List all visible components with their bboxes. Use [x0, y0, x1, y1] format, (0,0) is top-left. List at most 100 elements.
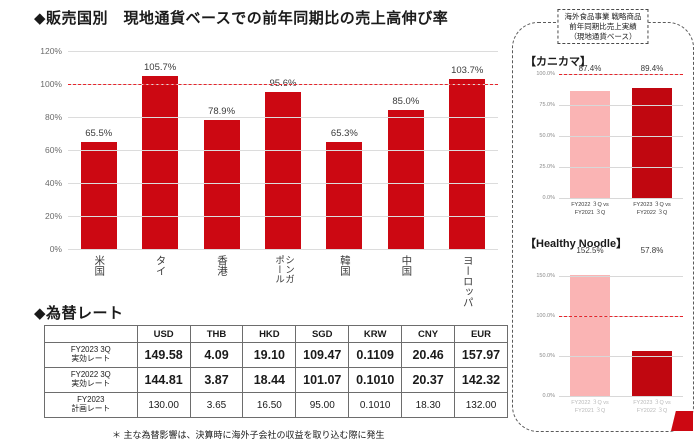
reference-line-100 — [559, 74, 683, 75]
y-axis-tick-label: 0% — [49, 244, 62, 254]
table-row: FY2022 3Q 実効レート 144.81 3.87 18.44 101.07 0.101… — [44, 367, 508, 393]
x-axis-label-text: ヨーロッパ — [461, 255, 474, 308]
y-axis-tick-label: 100.0% — [536, 71, 555, 77]
x-axis-label-text: 香港 — [216, 255, 229, 276]
x-axis-tick-label: ヨーロッパ — [461, 255, 474, 308]
x-axis-tick-label: 中国 — [400, 255, 413, 276]
noodle-bar-series: 152.5% FY2022 ３Q vs FY2021 ３Q 57.8% FY2023 ３… — [559, 246, 683, 414]
gridline: 60% — [45, 145, 498, 155]
column-header-thb: THB — [189, 325, 244, 343]
table-cell: 18.44 — [242, 367, 297, 393]
bar-column: 85.0% 中国 — [375, 52, 436, 276]
table-cell: 132.00 — [454, 392, 508, 418]
exchange-rate-table: USD THB HKD SGD KRW CNY EUR FY2023 3Q 実効レート 149.… — [44, 325, 508, 418]
bar: 65.5% — [80, 128, 117, 250]
y-axis-tick-label: 50.0% — [539, 133, 555, 139]
row-header: FY2023 計画レート — [44, 392, 138, 418]
bar-column: 152.5% FY2022 ３Q vs FY2021 ３Q — [559, 246, 621, 414]
gridline: 150.0% — [536, 273, 683, 279]
panel-title-line1: 海外食品事業 戦略商品 — [564, 12, 642, 21]
row-header: FY2023 3Q 実効レート — [44, 342, 138, 368]
column-header-krw: KRW — [348, 325, 403, 343]
column-header-eur: EUR — [454, 325, 508, 343]
y-axis-tick-label: 50.0% — [539, 353, 555, 359]
healthy-noodle-chart: 【Healthy Noodle】 152.5% FY2022 ３Q vs FY202… — [513, 235, 695, 431]
corner-accent-mark — [671, 411, 693, 431]
gridline: 50.0% — [539, 353, 683, 359]
y-axis-tick-label: 0.0% — [542, 393, 555, 399]
bar-value-label: 57.8% — [640, 246, 664, 255]
x-axis-label-text: FY2021 ３Q — [574, 407, 606, 414]
bar-column: 105.7% タイ — [129, 52, 190, 276]
table-cell: 149.58 — [136, 342, 191, 368]
x-axis-tick-label: ポール シンガ — [272, 255, 294, 284]
column-header-sgd: SGD — [295, 325, 350, 343]
left-column: ◆販売国別 現地通貨ベースでの前年同期比の売上高伸び率 65.5% 米国 105.7… — [22, 10, 508, 440]
gridline: 0.0% — [542, 393, 683, 399]
overseas-strategic-products-panel: 海外食品事業 戦略商品 前年同期比売上実績 （現地通貨ベース） 【カニカマ】 8… — [512, 9, 695, 432]
table-header-row: USD THB HKD SGD KRW CNY EUR — [44, 325, 508, 343]
bar-column: 103.7% ヨーロッパ — [437, 52, 498, 308]
bar-column: 57.8% FY2023 ３Q vs FY2022 ３Q — [621, 246, 683, 414]
table-cell: 95.00 — [295, 392, 350, 418]
column-header-cny: CNY — [401, 325, 456, 343]
bar-column: 89.4% FY2023 ３Q vs FY2022 ３Q — [621, 64, 683, 216]
x-axis-label-text: FY2021 ３Q — [574, 209, 606, 216]
bar: 103.7% — [449, 65, 486, 250]
page-title: ◆販売国別 現地通貨ベースでの前年同期比の売上高伸び率 — [34, 10, 449, 27]
x-axis-label-text: 中国 — [400, 255, 413, 276]
bar: 78.9% — [203, 106, 240, 250]
bar-value-label: 65.3% — [330, 128, 358, 140]
gridline: 50.0% — [539, 133, 683, 139]
x-axis-tick-label: タイ — [155, 255, 167, 276]
x-axis-label-text: FY2022 ３Q — [636, 407, 668, 414]
bar-column: 78.9% 香港 — [191, 52, 252, 276]
y-axis-tick-label: 20% — [44, 211, 62, 222]
reference-line-100 — [559, 316, 683, 317]
bar-series: 65.5% 米国 105.7% タイ 78.9% 香港 95.6% ポール シンガ 65.3% 韓国… — [68, 52, 498, 308]
x-axis-tick-label: FY2023 ３Q vs FY2022 ３Q — [633, 400, 671, 415]
row-header: FY2022 3Q 実効レート — [44, 367, 138, 393]
table-cell: 144.81 — [136, 367, 191, 393]
table-cell: 109.47 — [295, 342, 350, 368]
gridline: 80% — [45, 112, 498, 122]
y-axis-tick-label: 100.0% — [536, 313, 555, 319]
y-axis-tick-label: 60% — [44, 145, 62, 155]
fx-section-title: ◆為替レート — [34, 305, 124, 322]
column-header-hkd: HKD — [242, 325, 297, 343]
x-axis-label-text: FY2022 ３Q — [636, 209, 668, 216]
column-header-usd: USD — [136, 325, 191, 343]
sales-growth-chart: 65.5% 米国 105.7% タイ 78.9% 香港 95.6% ポール シンガ 65.3% 韓国… — [22, 46, 502, 308]
table-header: USD THB HKD SGD KRW CNY EUR — [44, 325, 508, 343]
y-axis-tick-label: 75.0% — [539, 102, 555, 108]
x-axis-tick-label: 米国 — [93, 255, 106, 276]
x-axis-label-text: ポール — [272, 255, 284, 284]
x-axis-label-text: 韓国 — [338, 255, 351, 276]
y-axis-tick-label: 0.0% — [542, 195, 555, 201]
bar-value-label: 152.5% — [576, 246, 604, 255]
table-row: FY2023 3Q 実効レート 149.58 4.09 19.10 109.47 0.110… — [44, 342, 508, 368]
table-cell: 101.07 — [295, 367, 350, 393]
bar-column: 65.3% 韓国 — [314, 52, 375, 276]
x-axis-label-text: FY2023 ３Q vs — [633, 202, 671, 208]
row-header-line1: FY2022 3Q — [70, 370, 111, 380]
y-axis-tick-label: 25.0% — [539, 164, 555, 170]
y-axis-tick-label: 120% — [40, 46, 62, 56]
row-header-line1: FY2023 3Q — [70, 345, 111, 355]
y-axis-tick-label: 80% — [44, 112, 62, 123]
reference-line-100 — [68, 84, 498, 85]
gridline: 120% — [40, 46, 498, 56]
gridline: 0% — [50, 244, 498, 254]
table-cell: 16.50 — [242, 392, 297, 418]
gridline: 0.0% — [542, 195, 683, 201]
y-axis-tick-label: 40% — [44, 178, 62, 189]
y-axis-tick-label: 150.0% — [536, 273, 555, 279]
chart-plot-area: 65.5% 米国 105.7% タイ 78.9% 香港 95.6% ポール シンガ 65.3% 韓国… — [40, 46, 498, 308]
table-body: FY2023 3Q 実効レート 149.58 4.09 19.10 109.47 0.110… — [44, 342, 508, 418]
x-axis-label-text: シンガ — [282, 255, 294, 284]
gridline: 75.0% — [539, 102, 683, 108]
row-header-line2: 実効レート — [71, 354, 111, 363]
bar-value-label: 95.6% — [269, 78, 297, 90]
x-axis-label-text: 米国 — [93, 255, 106, 276]
